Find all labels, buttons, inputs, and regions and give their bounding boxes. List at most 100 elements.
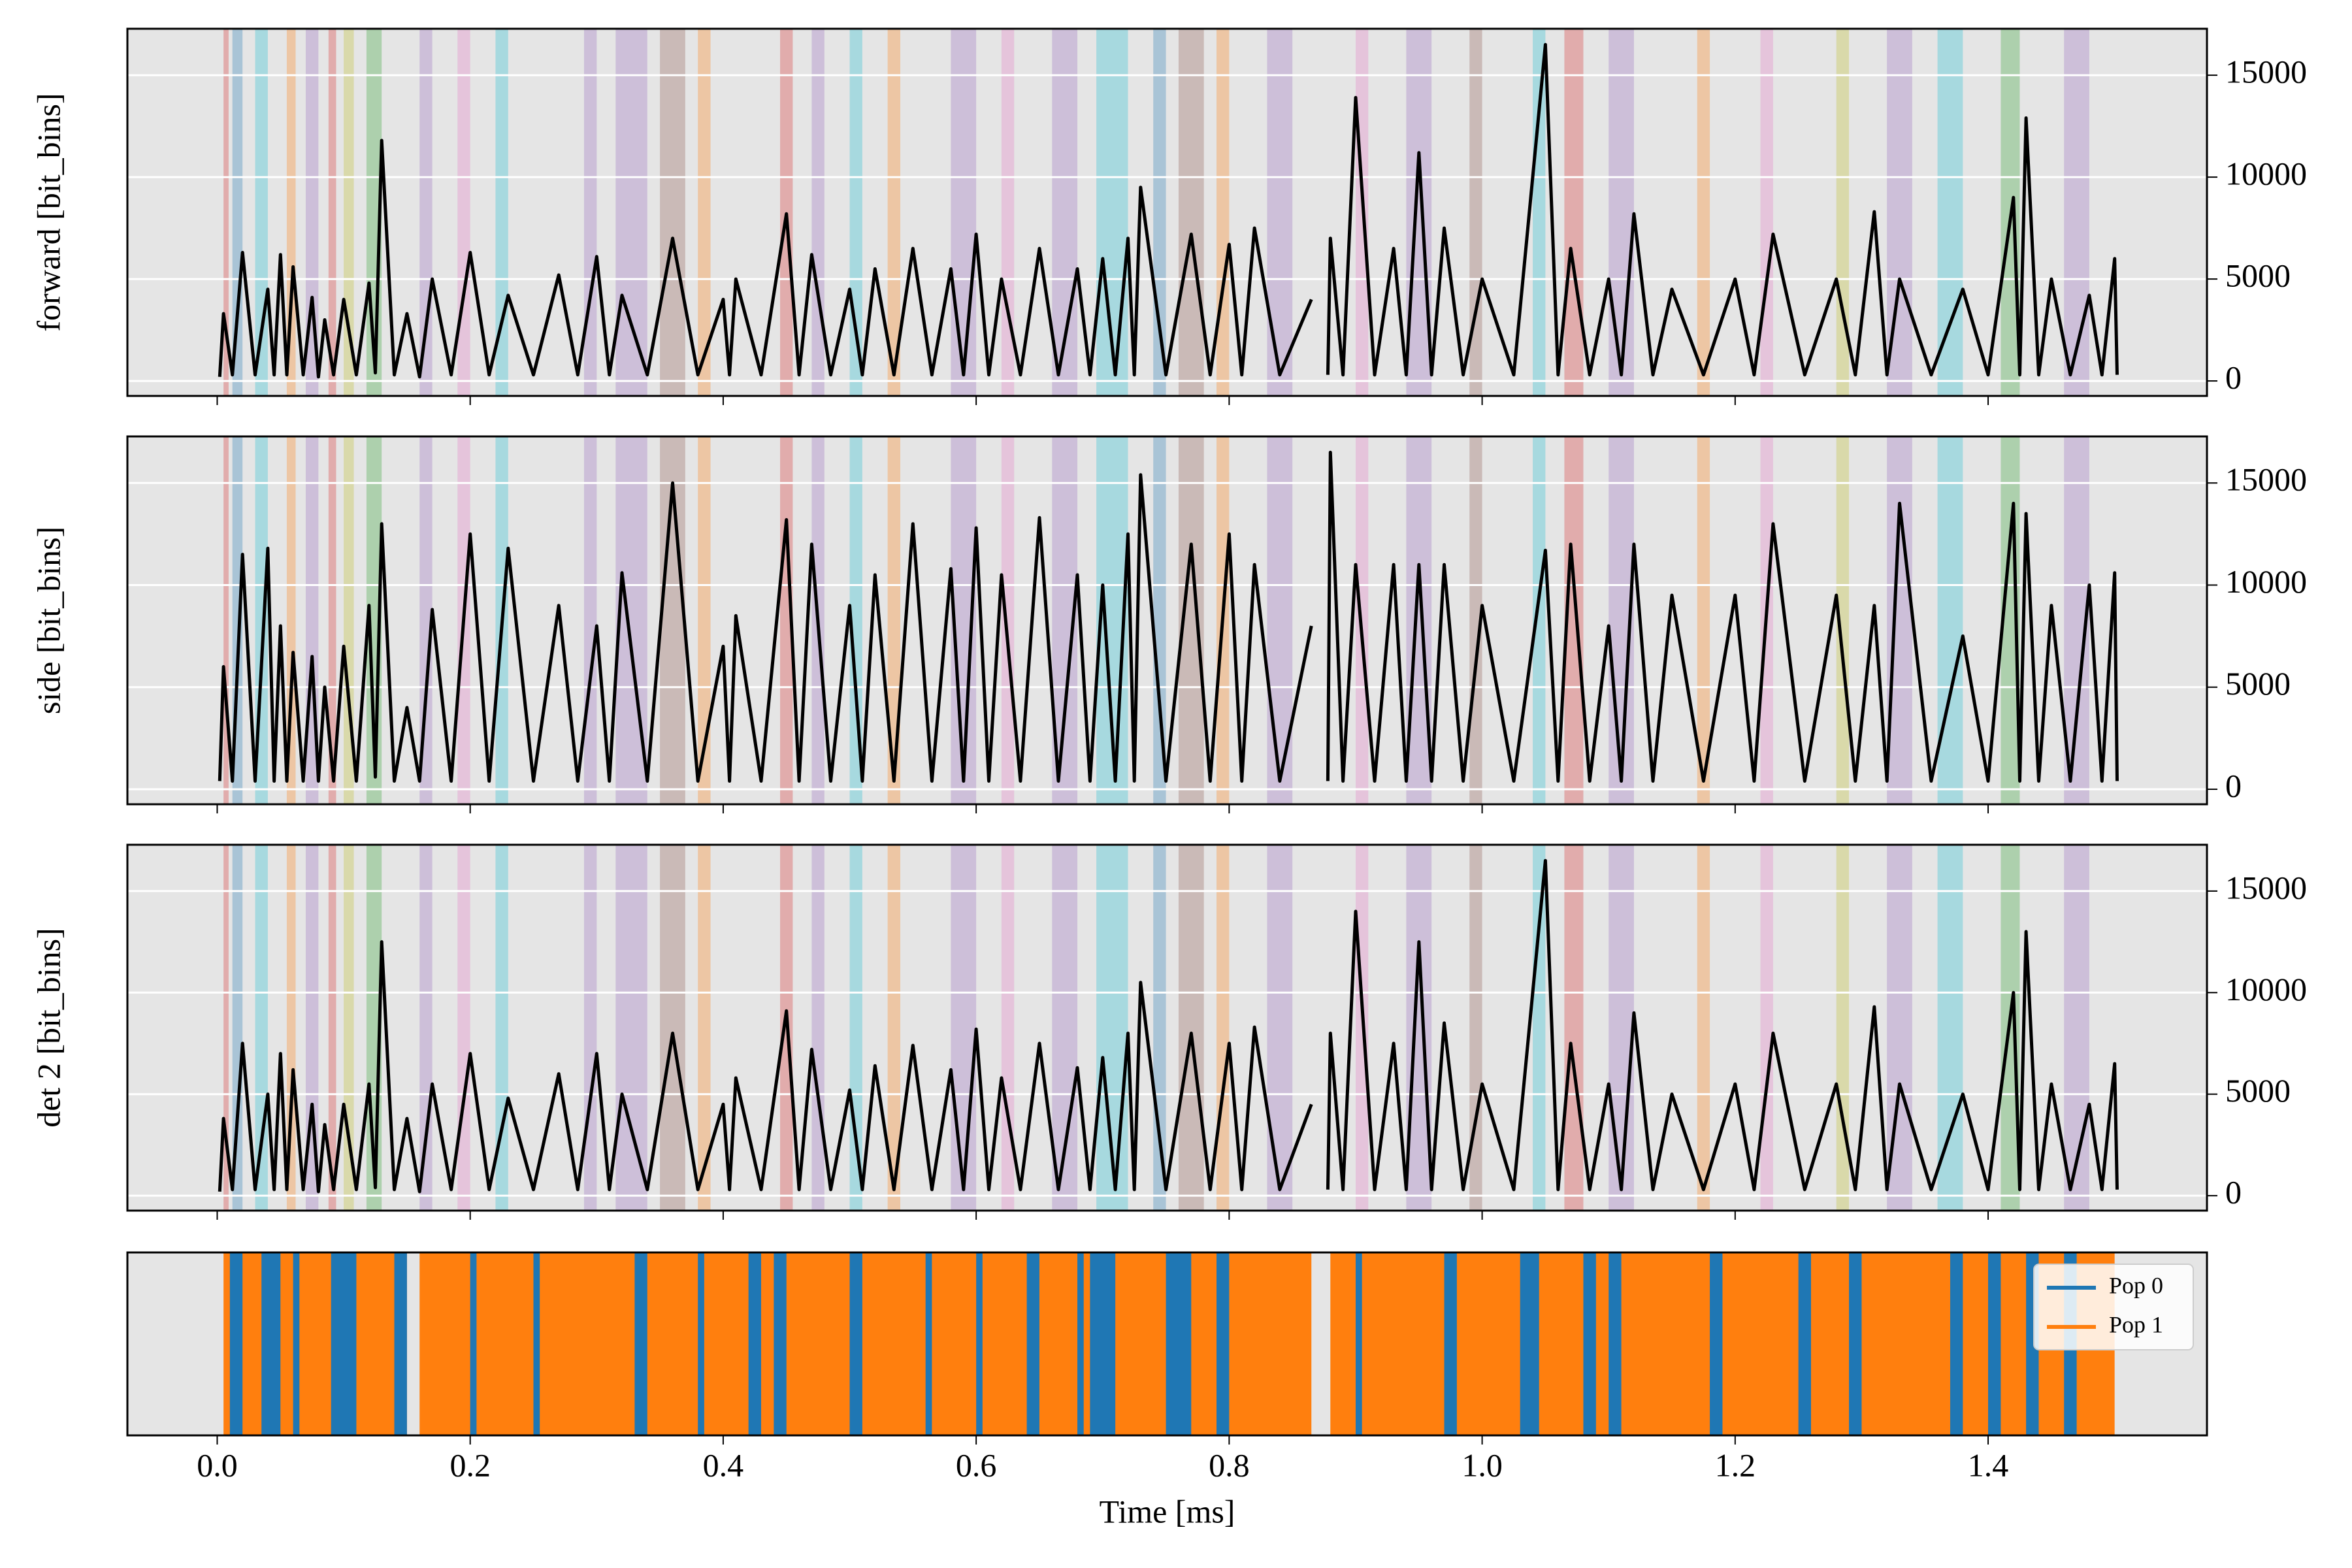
- y-tick-label: 5000: [2225, 257, 2291, 294]
- population-interval: [925, 1252, 932, 1435]
- cluster-band: [660, 29, 685, 396]
- cluster-band: [419, 845, 433, 1211]
- cluster-band: [887, 436, 900, 804]
- cluster-band: [951, 845, 977, 1211]
- population-interval: [331, 1252, 357, 1435]
- cluster-band: [1001, 845, 1015, 1211]
- cluster-band: [255, 845, 268, 1211]
- population-interval: [1583, 1252, 1596, 1435]
- x-tick-label: 1.0: [1462, 1446, 1503, 1483]
- population-interval: [634, 1252, 647, 1435]
- legend-label: Pop 1: [2109, 1311, 2163, 1337]
- cluster-band: [1697, 29, 1710, 396]
- cluster-band: [1001, 436, 1015, 804]
- population-interval: [261, 1252, 281, 1435]
- population-interval: [698, 1252, 704, 1435]
- cluster-band: [1609, 29, 1634, 396]
- cluster-band: [1469, 845, 1482, 1211]
- cluster-band: [615, 29, 647, 396]
- cluster-band: [811, 845, 825, 1211]
- cluster-band: [1406, 845, 1432, 1211]
- cluster-band: [698, 845, 711, 1211]
- signal-trace: [218, 450, 2119, 783]
- cluster-band: [1533, 29, 1546, 396]
- cluster-band: [2064, 845, 2089, 1211]
- cluster-band: [1178, 845, 1204, 1211]
- population-interval: [774, 1252, 787, 1435]
- cluster-band: [583, 845, 597, 1211]
- population-interval: [1355, 1252, 1362, 1435]
- cluster-band: [1153, 436, 1166, 804]
- plot-frame: [126, 1251, 2208, 1437]
- x-tick-label: 0.0: [197, 1446, 238, 1483]
- cluster-band: [1178, 29, 1204, 396]
- cluster-band: [780, 436, 793, 804]
- cluster-band: [419, 436, 433, 804]
- cluster-band: [1836, 436, 1850, 804]
- population-interval: [229, 1252, 243, 1435]
- cluster-band: [887, 29, 900, 396]
- y-tick-label: 5000: [2225, 665, 2291, 702]
- x-tick-label: 0.8: [1209, 1446, 1250, 1483]
- population-interval: [394, 1252, 407, 1435]
- x-tick-label: 0.4: [703, 1446, 744, 1483]
- x-tick-label: 0.2: [449, 1446, 491, 1483]
- cluster-band: [305, 29, 319, 396]
- cluster-band: [1564, 29, 1584, 396]
- cluster-band: [698, 436, 711, 804]
- plot-frame: [126, 435, 2208, 806]
- cluster-band: [1217, 29, 1230, 396]
- cluster-band: [328, 29, 336, 396]
- cluster-band: [698, 29, 711, 396]
- y-tick-label: 10000: [2225, 155, 2307, 192]
- cluster-band: [1937, 436, 1963, 804]
- population-interval: [1444, 1252, 1457, 1435]
- cluster-band: [328, 845, 336, 1211]
- cluster-band: [583, 29, 597, 396]
- y-axis-label: forward [bit_bins]: [30, 93, 67, 331]
- y-tick-label: 0: [2225, 767, 2242, 804]
- population-interval: [223, 1252, 407, 1435]
- cluster-band: [223, 845, 229, 1211]
- population-interval: [470, 1252, 477, 1435]
- population-interval: [293, 1252, 300, 1435]
- population-interval: [1849, 1252, 1862, 1435]
- cluster-band: [583, 436, 597, 804]
- cluster-band: [1836, 845, 1850, 1211]
- population-interval: [1950, 1252, 1963, 1435]
- y-tick-label: 10000: [2225, 563, 2307, 600]
- cluster-band: [1533, 845, 1546, 1211]
- signal-trace: [218, 42, 2119, 379]
- population-interval: [1166, 1252, 1192, 1435]
- y-tick-label: 0: [2225, 1174, 2242, 1211]
- cluster-band: [1937, 29, 1963, 396]
- cluster-band: [887, 845, 900, 1211]
- x-tick-label: 1.4: [1968, 1446, 2009, 1483]
- cluster-band: [1267, 436, 1293, 804]
- cluster-band: [232, 845, 243, 1211]
- population-interval: [1798, 1252, 1811, 1435]
- plot-frame: [126, 27, 2208, 397]
- y-axis-label: det 2 [bit_bins]: [30, 928, 67, 1128]
- population-interval: [1609, 1252, 1622, 1435]
- y-tick-label: 15000: [2225, 461, 2307, 498]
- y-tick-label: 15000: [2225, 54, 2307, 90]
- cluster-band: [2064, 29, 2089, 396]
- y-tick-label: 5000: [2225, 1072, 2291, 1109]
- cluster-band: [1267, 29, 1293, 396]
- population-interval: [1520, 1252, 1539, 1435]
- population-interval: [1710, 1252, 1723, 1435]
- legend-label: Pop 0: [2109, 1272, 2163, 1298]
- cluster-band: [223, 29, 229, 396]
- y-tick-label: 15000: [2225, 869, 2307, 906]
- population-interval: [849, 1252, 862, 1435]
- cluster-band: [286, 29, 296, 396]
- cluster-band: [1533, 436, 1546, 804]
- population-interval: [976, 1252, 983, 1435]
- cluster-band: [849, 436, 862, 804]
- cluster-band: [1217, 845, 1230, 1211]
- x-axis-label: Time [ms]: [1100, 1493, 1235, 1529]
- cluster-band: [1153, 29, 1166, 396]
- x-tick-label: 1.2: [1715, 1446, 1756, 1483]
